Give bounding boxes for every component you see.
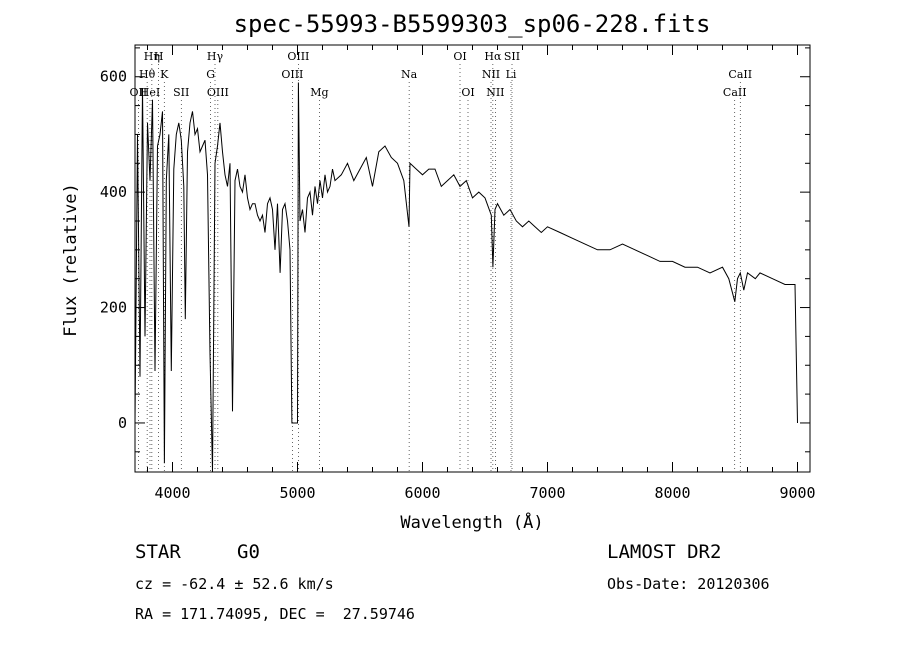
y-tick-label: 0 xyxy=(118,414,127,432)
obs-date: Obs-Date: 20120306 xyxy=(607,575,770,593)
line-marker-label: NII xyxy=(486,86,504,99)
coordinates: RA = 171.74095, DEC = 27.59746 xyxy=(135,605,415,623)
plot-frame xyxy=(134,44,811,473)
line-marker-label: OI xyxy=(461,86,474,99)
line-marker-label: OIII xyxy=(281,68,303,81)
x-tick-label: 9000 xyxy=(779,484,815,502)
line-marker-label: K xyxy=(160,68,169,81)
line-marker-label: Hη xyxy=(144,50,160,63)
line-marker-label: HeI xyxy=(140,86,160,99)
line-marker-label: OIII xyxy=(207,86,229,99)
line-marker-label: H xyxy=(154,50,164,63)
line-marker-label: Mg xyxy=(310,86,328,99)
spectrum-line xyxy=(134,82,798,473)
object-class: STAR xyxy=(135,541,181,563)
x-tick-label: 7000 xyxy=(529,484,565,502)
line-marker-label: OIII xyxy=(287,50,309,63)
line-marker-label: Hα xyxy=(484,50,502,63)
x-tick-label: 5000 xyxy=(279,484,315,502)
line-marker-label: CaII xyxy=(728,68,752,81)
x-axis-label: Wavelength (Å) xyxy=(400,511,543,533)
line-marker-label: SII xyxy=(504,50,520,63)
line-marker-label: OI xyxy=(453,50,466,63)
x-tick-label: 4000 xyxy=(154,484,190,502)
survey-name: LAMOST DR2 xyxy=(607,541,722,563)
line-marker-label: NII xyxy=(482,68,500,81)
line-marker-label: G xyxy=(206,68,215,81)
line-marker-label: Na xyxy=(401,68,418,81)
redshift-text: cz = -62.4 ± 52.6 km/s xyxy=(135,575,334,593)
x-tick-label: 8000 xyxy=(654,484,690,502)
object-subclass: G0 xyxy=(237,541,260,563)
y-tick-label: 200 xyxy=(100,299,127,317)
line-marker-label: CaII xyxy=(723,86,747,99)
y-axis-label: Flux (relative) xyxy=(61,183,81,337)
line-marker-label: Hγ xyxy=(207,50,224,63)
x-tick-label: 6000 xyxy=(404,484,440,502)
axis-ticks: 4000 5000 6000 7000 8000 9000 0 200 400 600 xyxy=(100,45,816,502)
y-tick-label: 600 xyxy=(100,68,127,86)
line-marker-label: Li xyxy=(506,68,517,81)
chart-title: spec-55993-B5599303_sp06-228.fits xyxy=(234,10,711,38)
line-marker-label: Hθ xyxy=(139,68,156,81)
line-marker-label: SII xyxy=(173,86,189,99)
y-tick-label: 400 xyxy=(100,183,127,201)
